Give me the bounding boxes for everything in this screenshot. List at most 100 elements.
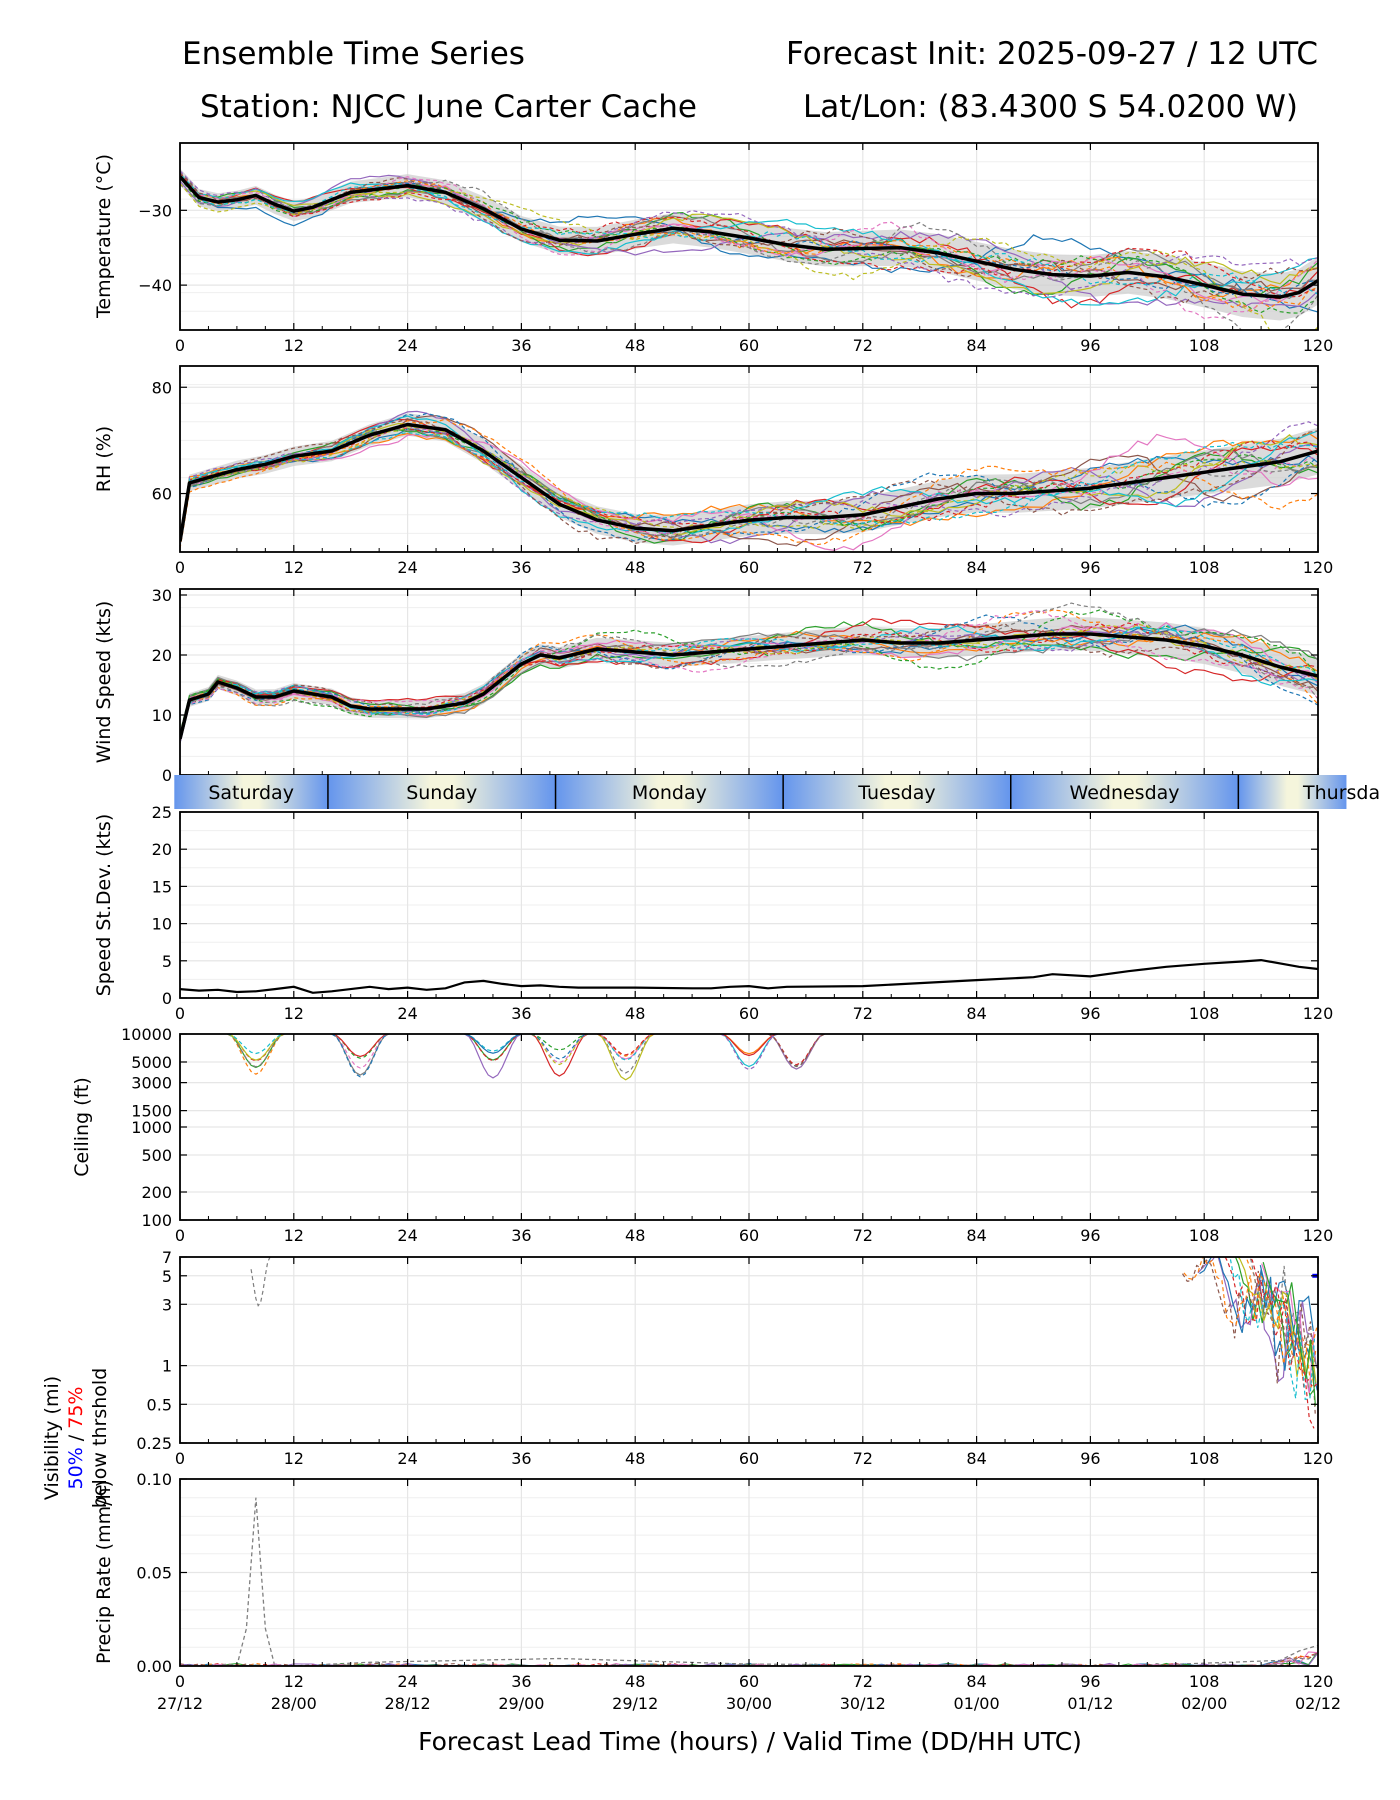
speed_stdev-xtick-label: 120 bbox=[1303, 1004, 1334, 1023]
ceiling-ytick-label: 10000 bbox=[121, 1025, 172, 1044]
visibility-member-line bbox=[1181, 1259, 1316, 1414]
wind_speed-grid bbox=[179, 589, 1319, 776]
visibility-ylabel-line1: Visibility (mi) bbox=[41, 1376, 63, 1500]
wind_speed-member-line bbox=[180, 622, 1318, 738]
ceiling-ytick-label: 100 bbox=[141, 1211, 172, 1230]
ceiling-xtick-label: 0 bbox=[175, 1226, 185, 1245]
ceiling-member-line bbox=[597, 1034, 655, 1074]
ceiling-ytick-label: 3000 bbox=[131, 1074, 172, 1093]
day-label: Saturday bbox=[208, 782, 294, 804]
visibility-xtick-label: 36 bbox=[511, 1449, 531, 1468]
valid-time-label: 29/12 bbox=[612, 1694, 658, 1713]
ceiling-member-line bbox=[331, 1034, 389, 1076]
x-axis-label: Forecast Lead Time (hours) / Valid Time … bbox=[418, 1727, 1082, 1756]
precip-ytick-label: 0.00 bbox=[136, 1657, 172, 1676]
wind_speed-member-line bbox=[180, 618, 1318, 743]
temperature-plot-area bbox=[180, 168, 1318, 330]
wind_speed-ytick-label: 30 bbox=[152, 586, 172, 605]
ceiling-xtick-label: 24 bbox=[397, 1226, 417, 1245]
wind_speed-member-line bbox=[180, 610, 1318, 743]
rh-xtick-label: 84 bbox=[966, 558, 986, 577]
ceiling-member-line bbox=[530, 1034, 588, 1051]
rh-member-line bbox=[180, 431, 1318, 552]
ceiling-ytick-label: 500 bbox=[141, 1146, 172, 1165]
ceiling-member-line bbox=[530, 1034, 589, 1060]
rh-ylabel: RH (%) bbox=[93, 426, 115, 492]
rh-panel: 60 80 0 12 24 36 48 60 72 84 96 108 120 RH (%) bbox=[93, 365, 1333, 577]
precip-ytick-label: 0.10 bbox=[136, 1470, 172, 1489]
ceiling-member-line bbox=[720, 1034, 778, 1057]
temperature-member-line bbox=[180, 175, 1318, 299]
ceiling-member-line bbox=[464, 1034, 522, 1061]
speed_stdev-ylabel: Speed St.Dev. (kts) bbox=[93, 814, 115, 997]
ceiling-member-line bbox=[464, 1034, 522, 1079]
speed_stdev-ytick-label: 15 bbox=[152, 877, 172, 896]
speed_stdev-xtick-label: 84 bbox=[966, 1004, 986, 1023]
ceiling-member-line bbox=[227, 1034, 285, 1061]
rh-member-line bbox=[180, 423, 1318, 544]
precip-member-line bbox=[180, 1651, 1318, 1666]
temperature-xtick-label: 72 bbox=[853, 336, 873, 355]
day-label: Tuesday bbox=[857, 782, 935, 804]
visibility-xtick-label: 96 bbox=[1080, 1449, 1100, 1468]
rh-member-line bbox=[180, 415, 1318, 540]
day-cell bbox=[555, 775, 784, 809]
valid-time-label: 30/00 bbox=[726, 1694, 772, 1713]
wind_speed-member-line bbox=[180, 609, 1318, 734]
valid-time-label: 01/00 bbox=[954, 1694, 1000, 1713]
wind_speed-member-line bbox=[180, 623, 1318, 740]
speed_stdev-xtick-label: 108 bbox=[1189, 1004, 1220, 1023]
precip-xtick-label: 36 bbox=[511, 1672, 531, 1691]
temperature-member-line bbox=[180, 175, 1318, 298]
wind_speed-ylabel: Wind Speed (kts) bbox=[93, 601, 115, 764]
precip-panel: 0.00 0.05 0.10 0 27/12 12 28/00 24 28/12 36 29/00 4… bbox=[93, 1470, 1341, 1713]
temperature-xtick-label: 48 bbox=[625, 336, 645, 355]
temperature-ylabel: Temperature (°C) bbox=[93, 154, 115, 319]
ceiling-member-line bbox=[530, 1034, 589, 1077]
precip-xtick-label: 0 bbox=[175, 1672, 185, 1691]
ceiling-member-line bbox=[227, 1034, 285, 1068]
visibility-xtick-label: 60 bbox=[739, 1449, 759, 1468]
ceiling-member-line bbox=[227, 1034, 285, 1055]
visibility-ylabel-line2: below thrshold bbox=[89, 1368, 111, 1508]
visibility-xtick-label: 120 bbox=[1303, 1449, 1334, 1468]
visibility-member-line bbox=[1249, 1257, 1315, 1429]
temperature-mean-line bbox=[180, 175, 1318, 299]
valid-time-label: 27/12 bbox=[157, 1694, 203, 1713]
visibility-member-line bbox=[250, 1257, 271, 1307]
ceiling-xtick-label: 108 bbox=[1189, 1226, 1220, 1245]
ceiling-member-line bbox=[331, 1034, 389, 1058]
ceiling-member-line bbox=[767, 1034, 826, 1068]
ceiling-member-line bbox=[464, 1034, 522, 1054]
precip-xtick-label: 48 bbox=[625, 1672, 645, 1691]
visibility-xtick-label: 108 bbox=[1189, 1449, 1220, 1468]
ceiling-member-line bbox=[597, 1034, 655, 1057]
temperature-member-line bbox=[180, 172, 1318, 295]
wind_speed-member-line bbox=[180, 602, 1318, 741]
ceiling-ytick-label: 1000 bbox=[131, 1118, 172, 1137]
temperature-panel: −30 −40 0 12 24 36 48 60 72 84 96 108 120 Temperature… bbox=[93, 142, 1333, 355]
valid-time-label: 28/12 bbox=[385, 1694, 431, 1713]
threshold-75-label: 75% bbox=[65, 1387, 87, 1429]
precip-xtick-label: 108 bbox=[1189, 1672, 1220, 1691]
visibility-member-line bbox=[1248, 1257, 1318, 1369]
ceiling-member-line bbox=[767, 1034, 826, 1067]
visibility-threshold-label: 50% / 75% bbox=[65, 1387, 87, 1490]
ceiling-member-line bbox=[767, 1034, 826, 1070]
wind_speed-ytick-label: 0 bbox=[162, 766, 172, 785]
rh-member-line bbox=[180, 421, 1318, 536]
temperature-xtick-label: 12 bbox=[284, 336, 304, 355]
day-cell bbox=[174, 775, 328, 809]
visibility-xtick-label: 0 bbox=[175, 1449, 185, 1468]
temperature-xtick-label: 60 bbox=[739, 336, 759, 355]
visibility-ytick-label: 1 bbox=[162, 1357, 172, 1376]
precip-xtick-label: 24 bbox=[397, 1672, 417, 1691]
speed_stdev-plot-area bbox=[180, 958, 1318, 994]
visibility-xtick-label: 12 bbox=[284, 1449, 304, 1468]
visibility-ytick-label: 0.5 bbox=[147, 1395, 172, 1414]
speed_stdev-ytick-label: 5 bbox=[162, 952, 172, 971]
speed_stdev-ytick-label: 20 bbox=[152, 840, 172, 859]
temperature-xtick-label: 108 bbox=[1189, 336, 1220, 355]
title-right: Forecast Init: 2025-09-27 / 12 UTC bbox=[786, 36, 1318, 72]
